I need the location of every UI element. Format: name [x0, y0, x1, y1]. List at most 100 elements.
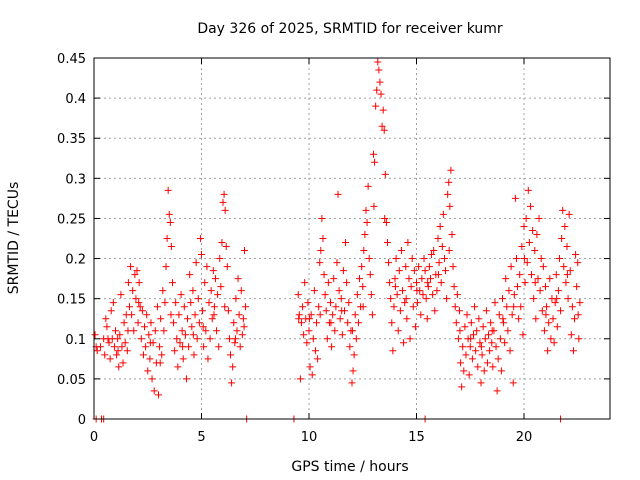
data-point — [110, 343, 118, 351]
data-point — [109, 299, 117, 307]
data-point — [542, 283, 549, 291]
data-point — [444, 190, 452, 198]
data-point — [488, 339, 496, 347]
data-point — [567, 331, 575, 339]
data-point — [215, 343, 223, 351]
data-point — [537, 255, 545, 263]
data-point — [447, 166, 455, 174]
data-point — [124, 327, 132, 335]
data-point — [393, 291, 401, 299]
data-point — [477, 379, 485, 387]
data-point — [295, 311, 303, 319]
data-point — [478, 351, 486, 359]
data-point — [158, 351, 166, 359]
data-point — [127, 263, 135, 271]
y-tick-label: 0.1 — [65, 333, 86, 348]
data-point — [402, 295, 410, 303]
data-point — [331, 327, 339, 335]
data-point — [119, 359, 127, 367]
data-point — [565, 210, 573, 218]
data-point — [361, 230, 369, 238]
data-point — [459, 343, 467, 351]
data-point — [394, 327, 402, 335]
data-point — [210, 311, 218, 319]
data-point — [375, 66, 383, 74]
data-point — [178, 327, 186, 335]
data-point — [547, 335, 555, 343]
data-point — [196, 235, 204, 242]
y-tick-label: 0.25 — [57, 212, 86, 227]
data-point — [502, 275, 510, 283]
data-point — [488, 327, 496, 335]
data-point — [204, 355, 212, 363]
data-point — [572, 251, 580, 259]
data-point — [429, 291, 437, 299]
data-point — [166, 218, 174, 226]
data-point — [338, 307, 346, 315]
y-tick-label: 0 — [78, 413, 86, 428]
data-point — [360, 247, 368, 255]
data-point — [200, 343, 208, 351]
data-point — [381, 214, 389, 222]
data-point — [476, 339, 484, 347]
data-point — [545, 319, 553, 327]
data-point — [529, 226, 537, 234]
data-point — [383, 239, 391, 247]
data-point — [343, 279, 351, 287]
data-point — [506, 347, 514, 355]
data-point — [413, 287, 421, 295]
data-point — [551, 299, 559, 307]
data-point — [370, 202, 378, 210]
data-point — [189, 331, 197, 339]
data-point — [428, 251, 436, 259]
data-point — [102, 315, 110, 323]
data-point — [456, 307, 463, 315]
data-point — [180, 303, 188, 311]
data-point — [576, 299, 584, 307]
data-point — [437, 279, 445, 287]
data-point — [495, 311, 503, 319]
data-point — [493, 387, 501, 395]
data-point — [573, 283, 581, 291]
data-point — [231, 335, 239, 343]
data-point — [141, 323, 149, 331]
data-point — [563, 243, 571, 251]
data-point — [492, 343, 500, 351]
data-point — [332, 303, 340, 311]
data-point — [574, 259, 582, 267]
data-point — [299, 303, 307, 311]
data-point — [491, 299, 499, 307]
data-point — [462, 351, 470, 359]
data-point — [536, 287, 544, 295]
y-tick-label: 0.45 — [57, 52, 86, 67]
data-point — [511, 194, 519, 202]
data-point — [467, 319, 475, 327]
data-point — [457, 359, 465, 367]
data-point — [191, 311, 199, 319]
data-point — [524, 186, 532, 194]
data-point — [510, 291, 518, 299]
data-point — [184, 315, 192, 323]
data-point — [481, 335, 489, 343]
data-point — [553, 323, 561, 331]
data-point — [348, 379, 356, 387]
data-point — [494, 355, 502, 363]
data-point — [485, 331, 493, 339]
data-point — [553, 295, 561, 303]
data-point — [380, 126, 388, 134]
data-point — [301, 279, 309, 287]
data-point — [348, 327, 356, 335]
data-point — [177, 291, 185, 299]
data-point — [468, 355, 476, 363]
data-point — [350, 351, 358, 359]
data-point — [436, 222, 444, 230]
data-point — [540, 327, 548, 335]
data-point — [396, 307, 404, 315]
data-point — [454, 335, 462, 343]
data-point — [386, 279, 394, 287]
data-point — [473, 327, 481, 335]
data-point — [364, 182, 372, 190]
data-point — [520, 255, 528, 263]
data-point — [305, 315, 313, 323]
data-point — [173, 335, 181, 343]
